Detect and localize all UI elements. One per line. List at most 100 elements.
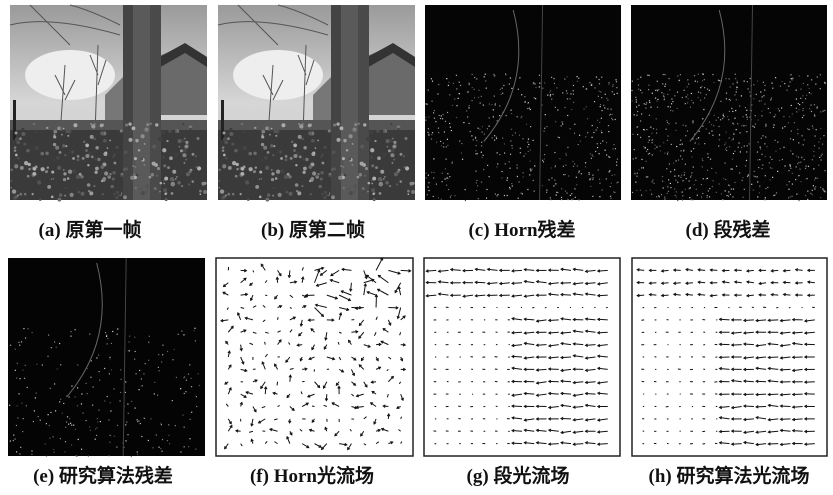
speckle xyxy=(138,420,139,421)
speckle xyxy=(162,345,163,346)
speckle xyxy=(817,106,818,107)
speckle xyxy=(110,435,111,436)
speckle xyxy=(769,162,770,163)
speckle xyxy=(593,156,594,157)
speckle xyxy=(435,121,436,122)
speckle xyxy=(557,109,558,110)
speckle xyxy=(563,166,564,167)
speckle xyxy=(708,190,709,191)
speckle xyxy=(21,341,22,342)
speckle xyxy=(707,89,708,90)
speckle xyxy=(635,182,636,183)
speckle xyxy=(489,126,490,127)
speckle xyxy=(682,97,683,98)
speckle xyxy=(184,427,185,428)
speckle xyxy=(527,189,528,190)
speckle xyxy=(451,163,452,164)
speckle xyxy=(499,115,500,116)
speckle xyxy=(18,342,19,343)
speckle xyxy=(775,140,776,141)
speckle xyxy=(723,116,724,117)
speckle xyxy=(117,425,118,426)
speckle xyxy=(493,109,494,110)
speckle xyxy=(596,76,597,77)
speckle xyxy=(556,194,557,195)
speckle xyxy=(706,197,707,198)
speckle xyxy=(742,180,743,181)
speckle xyxy=(748,174,749,175)
speckle xyxy=(501,171,502,172)
speckle xyxy=(761,110,762,111)
speckle xyxy=(449,82,450,83)
speckle xyxy=(682,195,683,196)
speckle xyxy=(562,92,563,93)
speckle xyxy=(823,190,824,191)
speckle xyxy=(661,194,662,195)
speckle xyxy=(689,197,690,198)
speckle xyxy=(709,121,710,122)
speckle xyxy=(728,195,729,196)
speckle xyxy=(746,151,747,152)
speckle xyxy=(566,155,567,156)
speckle xyxy=(765,188,766,189)
speckle xyxy=(802,117,803,118)
speckle xyxy=(771,159,772,160)
speckle xyxy=(617,93,618,94)
speckle xyxy=(788,122,789,123)
speckle xyxy=(36,392,37,393)
speckle xyxy=(148,360,149,361)
speckle xyxy=(449,94,450,95)
speckle xyxy=(815,178,816,179)
speckle xyxy=(522,138,523,139)
speckle xyxy=(706,128,707,129)
speckle xyxy=(645,190,646,191)
speckle xyxy=(745,165,746,166)
speckle xyxy=(544,154,545,155)
speckle xyxy=(765,197,766,198)
speckle xyxy=(134,359,135,360)
speckle xyxy=(805,166,806,167)
speckle xyxy=(631,90,632,91)
speckle xyxy=(502,93,503,94)
speckle xyxy=(706,94,707,95)
speckle xyxy=(640,120,641,121)
speckle xyxy=(612,91,613,92)
speckle xyxy=(636,99,637,100)
speckle xyxy=(743,197,744,198)
speckle xyxy=(612,86,613,87)
speckle xyxy=(19,453,20,454)
speckle xyxy=(108,456,109,457)
speckle xyxy=(468,107,469,108)
speckle xyxy=(444,131,445,132)
speckle xyxy=(586,106,587,107)
speckle xyxy=(647,149,648,150)
speckle xyxy=(597,127,598,128)
speckle xyxy=(770,179,771,180)
speckle xyxy=(432,81,433,82)
speckle xyxy=(436,184,437,185)
speckle xyxy=(511,110,512,111)
speckle xyxy=(694,184,695,185)
speckle xyxy=(723,178,724,179)
speckle xyxy=(796,98,797,99)
speckle xyxy=(49,425,50,426)
speckle xyxy=(62,413,63,414)
speckle xyxy=(600,106,601,107)
speckle xyxy=(565,174,566,175)
speckle xyxy=(723,114,724,115)
speckle xyxy=(592,178,593,179)
speckle xyxy=(87,368,88,369)
speckle xyxy=(611,114,612,115)
speckle xyxy=(587,118,588,119)
residual-image xyxy=(425,5,621,200)
speckle xyxy=(487,165,488,166)
speckle xyxy=(667,186,668,187)
speckle xyxy=(668,106,669,107)
speckle xyxy=(74,329,75,330)
speckle xyxy=(663,187,664,188)
speckle xyxy=(574,133,575,134)
speckle xyxy=(677,200,678,201)
speckle xyxy=(509,187,510,188)
speckle xyxy=(707,178,708,179)
speckle xyxy=(660,150,661,151)
